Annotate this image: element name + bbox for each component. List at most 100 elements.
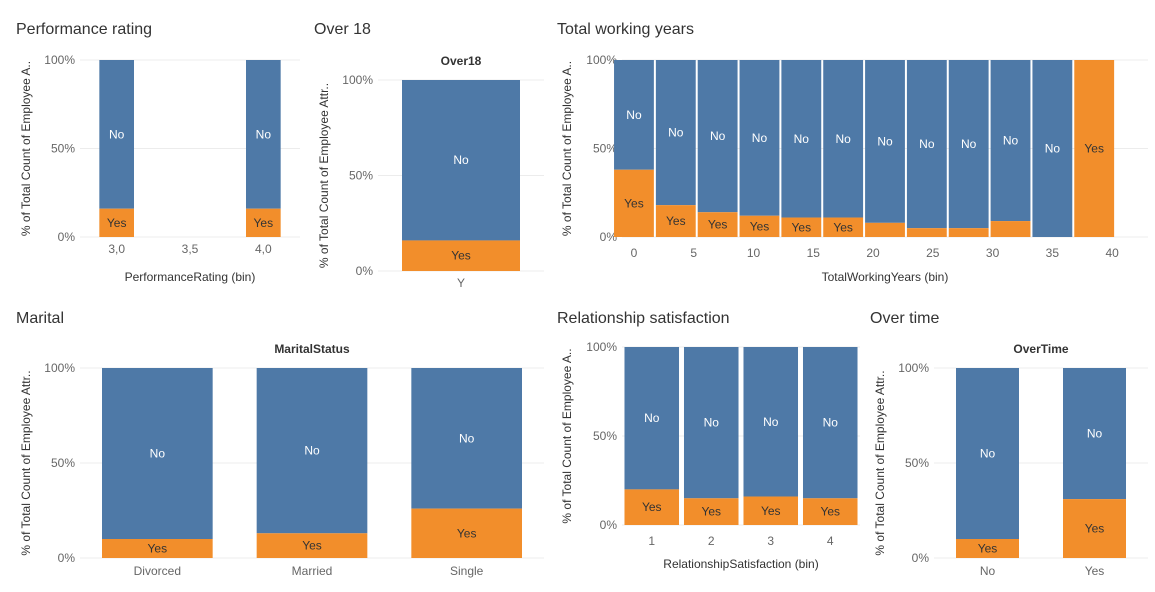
working_years-bar-label-no: No <box>1045 142 1061 156</box>
marital-bar-label-yes: Yes <box>457 526 477 540</box>
working_years-bar-label-yes: Yes <box>666 214 686 228</box>
relationship-bar-label-yes: Yes <box>820 505 840 519</box>
working_years-x-tick-label: 15 <box>807 246 821 260</box>
relationship-bar-label-no: No <box>763 415 779 429</box>
working_years-bar-label-no: No <box>961 137 977 151</box>
marital-y-tick-label: 100% <box>44 361 75 375</box>
over18-bar-label-yes: Yes <box>451 249 471 263</box>
relationship-y-axis-label: % of Total Count of Employee A.. <box>560 348 574 523</box>
working_years-x-tick-label: 30 <box>986 246 1000 260</box>
relationship-bar-no <box>802 347 858 499</box>
marital-bar-label-yes: Yes <box>302 539 322 553</box>
marital-bar-no <box>411 368 522 509</box>
working_years-x-tick-label: 10 <box>747 246 761 260</box>
working_years-bar-yes <box>655 205 696 237</box>
relationship-bar-label-no: No <box>704 416 720 430</box>
relationship-bar-label-yes: Yes <box>642 500 662 514</box>
working_years-bar-yes <box>906 228 947 237</box>
working_years-x-axis-label: TotalWorkingYears (bin) <box>822 270 949 284</box>
relationship-y-tick-label: 0% <box>600 518 618 532</box>
over18-bar-no <box>402 80 520 241</box>
performance-bar-label-yes: Yes <box>254 216 274 230</box>
overtime-bar-label-yes: Yes <box>1085 522 1105 536</box>
relationship-bar-yes <box>624 489 680 525</box>
title-working-years: Total working years <box>557 21 694 38</box>
working_years-y-tick-label: 50% <box>593 142 617 156</box>
performance-bar-no <box>99 60 134 209</box>
relationship-bar-no <box>683 347 739 499</box>
working_years-x-tick-label: 25 <box>926 246 940 260</box>
working_years-bar-no <box>1032 60 1073 237</box>
working_years-bar-yes <box>739 215 780 237</box>
working_years-y-axis-label: % of Total Count of Employee A.. <box>560 61 574 236</box>
marital-y-tick-label: 50% <box>51 456 75 470</box>
performance-bar-label-no: No <box>109 127 125 141</box>
working_years-bar-no <box>906 60 947 229</box>
performance-x-tick-label: 3,0 <box>108 242 125 256</box>
working_years-x-tick-label: 5 <box>690 246 697 260</box>
working_years-bar-label-yes: Yes <box>833 220 853 234</box>
working_years-x-tick-label: 20 <box>866 246 880 260</box>
overtime-bar-yes <box>956 539 1019 558</box>
overtime-bar-yes <box>1063 499 1126 558</box>
relationship-y-tick-label: 50% <box>593 429 617 443</box>
overtime-column-header: OverTime <box>1013 342 1068 356</box>
overtime-bar-no <box>956 368 1019 539</box>
working_years-bar-label-no: No <box>626 108 642 122</box>
marital-bar-no <box>256 368 368 534</box>
over18-bar-label-no: No <box>453 153 469 167</box>
overtime-x-tick-label: Yes <box>1085 564 1105 578</box>
performance-y-tick-label: 0% <box>58 230 76 244</box>
title-relationship: Relationship satisfaction <box>557 310 730 327</box>
working_years-bar-label-no: No <box>877 134 893 148</box>
working_years-bar-no <box>865 60 905 223</box>
overtime-y-tick-label: 100% <box>898 361 929 375</box>
over18-x-tick-label: Y <box>457 276 465 290</box>
working_years-bar-yes <box>1074 60 1115 237</box>
working_years-x-tick-label: 0 <box>631 246 638 260</box>
marital-bar-label-no: No <box>304 444 320 458</box>
overtime-y-axis-label: % of Total Count of Employee Attr.. <box>873 370 887 555</box>
marital-x-tick-label: Divorced <box>134 564 181 578</box>
relationship-bar-label-yes: Yes <box>701 505 721 519</box>
working_years-y-tick-label: 100% <box>586 53 617 67</box>
overtime-bar-label-no: No <box>980 447 996 461</box>
marital-y-axis-label: % of Total Count of Employee Attr.. <box>19 370 33 555</box>
working_years-bar-no <box>781 60 822 218</box>
working_years-bar-yes <box>865 222 905 237</box>
relationship-x-tick-label: 2 <box>708 534 715 548</box>
performance-x-tick-label: 3,5 <box>182 242 199 256</box>
working_years-bar-no <box>655 60 696 206</box>
title-performance: Performance rating <box>16 21 153 38</box>
working_years-bar-no <box>697 60 738 213</box>
relationship-bar-label-no: No <box>823 416 839 430</box>
working_years-bar-yes <box>614 169 654 237</box>
working_years-bar-label-no: No <box>835 132 851 146</box>
relationship-x-tick-label: 3 <box>767 534 774 548</box>
working_years-bar-no <box>823 60 864 218</box>
overtime-y-tick-label: 0% <box>912 551 930 565</box>
working_years-bar-label-no: No <box>710 129 726 143</box>
working_years-bar-no <box>948 60 989 229</box>
working_years-y-tick-label: 0% <box>600 230 618 244</box>
working_years-bar-yes <box>697 212 738 237</box>
working_years-bar-yes <box>990 221 1031 237</box>
performance-bar-label-no: No <box>256 127 272 141</box>
overtime-bar-label-yes: Yes <box>978 542 998 556</box>
working_years-bar-label-no: No <box>1003 134 1019 148</box>
relationship-y-tick-label: 100% <box>586 340 617 354</box>
relationship-bar-no <box>743 347 799 497</box>
relationship-bar-yes <box>683 498 739 525</box>
relationship-bar-no <box>624 347 680 490</box>
working_years-bar-label-yes: Yes <box>750 219 770 233</box>
relationship-bar-yes <box>743 496 799 525</box>
performance-y-tick-label: 100% <box>44 53 75 67</box>
performance-x-axis-label: PerformanceRating (bin) <box>125 270 256 284</box>
marital-bar-label-no: No <box>459 431 475 445</box>
relationship-bar-label-no: No <box>644 411 660 425</box>
marital-bar-no <box>102 368 213 539</box>
performance-y-tick-label: 50% <box>51 142 75 156</box>
working_years-bar-label-yes: Yes <box>708 218 728 232</box>
overtime-bar-no <box>1063 368 1126 500</box>
